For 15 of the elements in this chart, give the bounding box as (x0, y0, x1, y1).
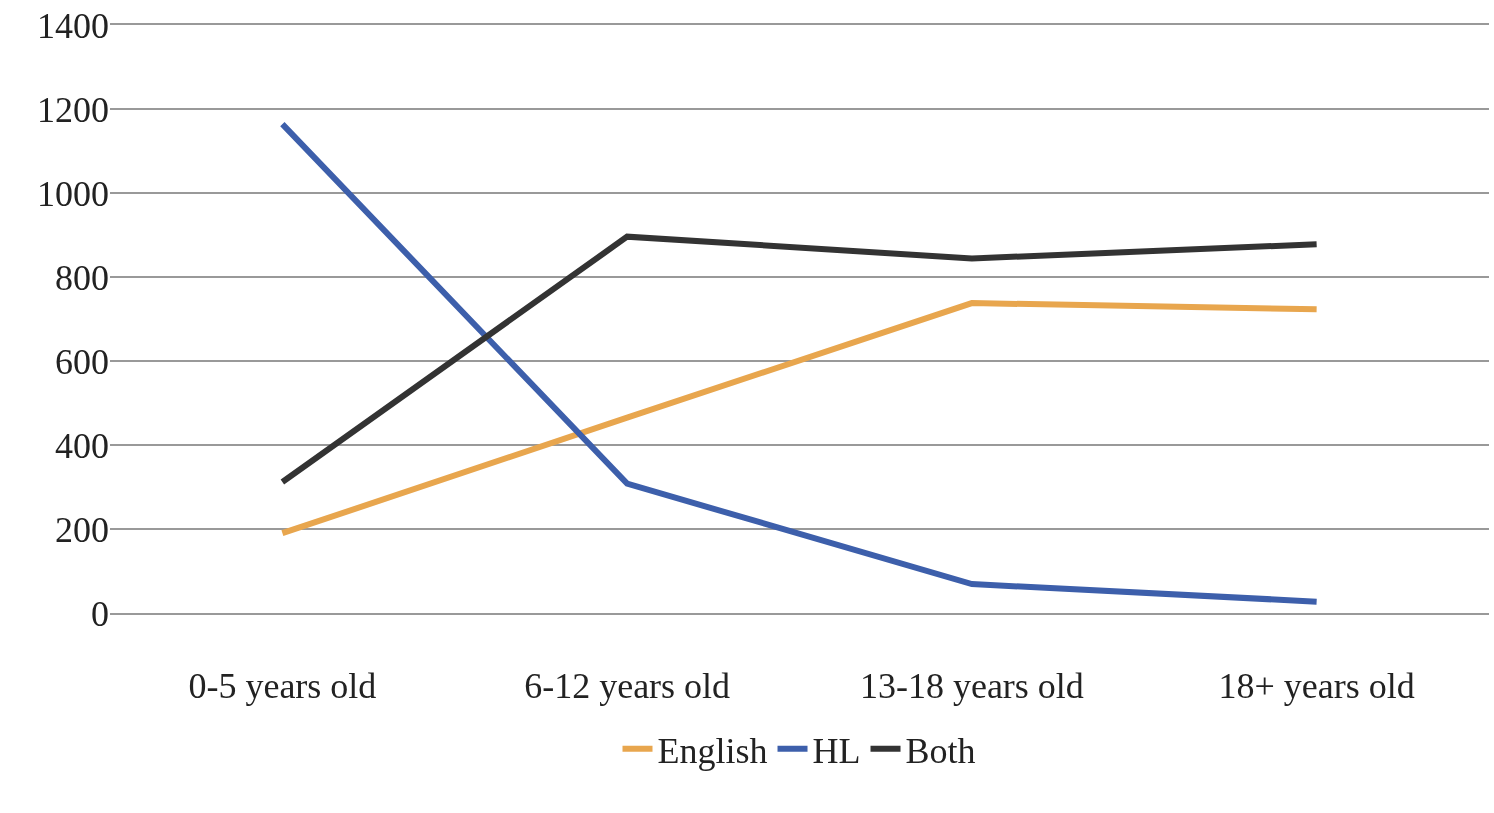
legend-label: HL (812, 730, 861, 771)
x-tick-label: 18+ years old (1218, 666, 1415, 707)
y-tick-label: 400 (55, 425, 109, 466)
y-tick-label: 1400 (37, 5, 109, 46)
y-tick-label: 1000 (37, 173, 109, 214)
x-tick-label: 0-5 years old (188, 666, 377, 707)
legend-label: English (657, 730, 768, 771)
y-tick-label: 600 (55, 341, 109, 382)
x-tick-label: 6-12 years old (524, 666, 731, 707)
y-tick-label: 0 (91, 593, 109, 634)
legend-label: Both (905, 730, 976, 771)
y-tick-label: 200 (55, 509, 109, 550)
y-tick-label: 800 (55, 257, 109, 298)
x-tick-label: 13-18 years old (859, 666, 1084, 707)
y-tick-label: 1200 (37, 89, 109, 130)
